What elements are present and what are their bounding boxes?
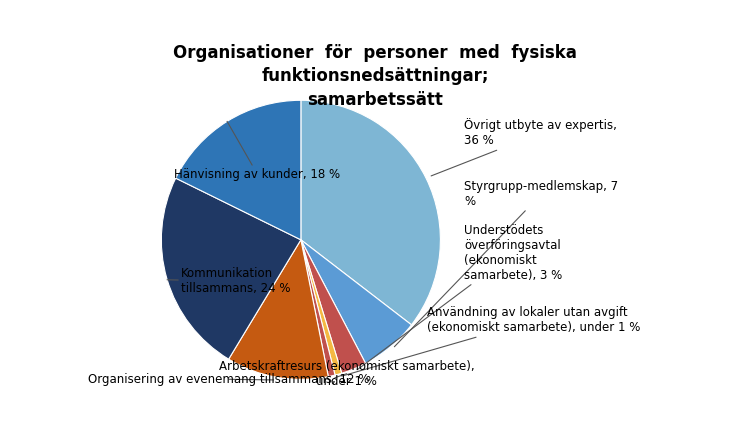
Wedge shape	[301, 240, 335, 377]
Text: Hänvisning av kunder, 18 %: Hänvisning av kunder, 18 %	[175, 121, 340, 181]
Text: Understödets
överföringsavtal
(ekonomiskt
samarbete), 3 %: Understödets överföringsavtal (ekonomisk…	[357, 224, 562, 370]
Text: Organisering av evenemang tillsammans, 12 %: Organisering av evenemang tillsammans, 1…	[88, 373, 370, 386]
Wedge shape	[301, 100, 440, 325]
Wedge shape	[301, 240, 342, 375]
Text: Användning av lokaler utan avgift
(ekonomiskt samarbete), under 1 %: Användning av lokaler utan avgift (ekono…	[342, 307, 640, 376]
Wedge shape	[161, 178, 301, 359]
Wedge shape	[229, 240, 328, 379]
Wedge shape	[301, 240, 365, 373]
Wedge shape	[301, 240, 412, 363]
Text: Övrigt utbyte av expertis,
36 %: Övrigt utbyte av expertis, 36 %	[431, 119, 617, 176]
Text: Organisationer  för  personer  med  fysiska
funktionsnedsättningar;
samarbetssät: Organisationer för personer med fysiska …	[173, 44, 577, 109]
Wedge shape	[176, 100, 301, 240]
Text: Arbetskraftresurs (ekonomiskt samarbete),
under 1 %: Arbetskraftresurs (ekonomiskt samarbete)…	[219, 360, 475, 388]
Text: Styrgrupp-medlemskap, 7
%: Styrgrupp-medlemskap, 7 %	[394, 180, 619, 347]
Text: Kommunikation
tillsammans, 24 %: Kommunikation tillsammans, 24 %	[167, 267, 290, 295]
